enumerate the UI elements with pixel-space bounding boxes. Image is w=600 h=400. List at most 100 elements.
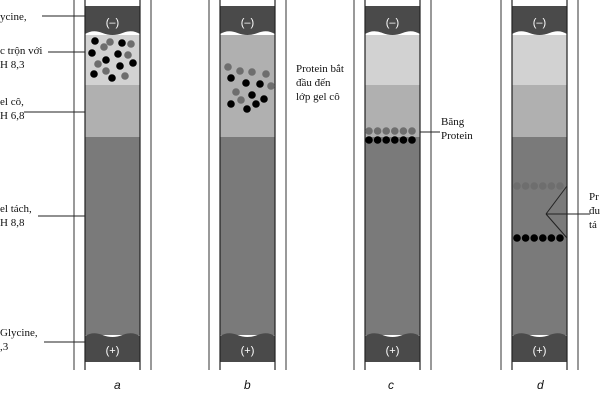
protein-band-dot xyxy=(539,182,547,190)
protein-dot xyxy=(88,49,96,57)
label-separating-gel: el tách, H 8,8 xyxy=(0,202,32,230)
protein-band-dot xyxy=(556,182,564,190)
protein-band-dot xyxy=(521,234,530,242)
gel-layer xyxy=(85,137,140,335)
label-line: H 8,8 xyxy=(0,217,25,229)
protein-dot xyxy=(243,105,251,113)
gel-tube-b: (–) (+) xyxy=(208,0,287,370)
annotation-line: Protein xyxy=(441,130,473,142)
leader-line xyxy=(545,185,568,215)
buffer-bottom xyxy=(85,333,140,362)
panel-letter-a: a xyxy=(114,378,121,392)
protein-band-dot xyxy=(391,127,399,135)
protein-dot xyxy=(129,59,137,67)
label-line: H 6,8 xyxy=(0,110,25,122)
electrode-positive: (+) xyxy=(533,345,547,357)
gel-tubes: (–) (+) (–) (+) (–) (+) (–) (+) xyxy=(73,0,579,370)
protein-dot xyxy=(248,68,256,76)
buffer-top xyxy=(365,6,420,35)
protein-band-dot xyxy=(391,136,399,144)
protein-band-dot xyxy=(408,136,416,144)
label-stacking-gel: el cô, H 6,8 xyxy=(0,95,24,123)
protein-dot xyxy=(121,72,129,80)
annotation-line: Protein bắt xyxy=(296,63,344,75)
panel-letter-b: b xyxy=(244,378,251,392)
electrode-negative: (–) xyxy=(386,17,399,29)
protein-dot xyxy=(124,51,132,59)
label-sample-mix: c trộn với H 8,3 xyxy=(0,44,42,72)
protein-dot xyxy=(227,100,235,108)
protein-band-dot xyxy=(408,127,416,135)
protein-band-dot xyxy=(513,182,521,190)
protein-band-dot xyxy=(530,234,538,242)
protein-dot xyxy=(118,39,126,47)
gel-tube-a: (–) (+) xyxy=(73,0,152,370)
buffer-bottom xyxy=(365,333,420,362)
label-line: Glycine, xyxy=(0,327,38,339)
protein-dot xyxy=(106,38,114,46)
protein-band-dot xyxy=(365,127,373,135)
label-glycine-buffer-top: ycine, xyxy=(0,10,27,24)
protein-band-dot xyxy=(373,127,382,135)
protein-band-dot xyxy=(365,136,373,144)
label-line: ,3 xyxy=(0,341,9,353)
protein-band-dot xyxy=(399,136,408,144)
gel-layer xyxy=(365,137,420,335)
gel-layer xyxy=(85,85,140,137)
label-line: c trộn với xyxy=(0,45,43,57)
protein-band-dot xyxy=(530,182,538,190)
annotation-line: đầu đến xyxy=(296,77,331,89)
label-line: H 8,3 xyxy=(0,59,25,71)
electrode-positive: (+) xyxy=(241,345,255,357)
protein-band-dot xyxy=(373,136,382,144)
electrode-positive: (+) xyxy=(106,345,120,357)
protein-dot xyxy=(102,56,110,64)
annotation-line: lớp gel cô xyxy=(296,91,340,103)
annotation-b: Protein bắt đầu đến lớp gel cô xyxy=(296,62,344,104)
protein-band-dot xyxy=(399,127,408,135)
protein-dot xyxy=(262,70,270,78)
protein-band-dot xyxy=(513,234,521,242)
gel-layer xyxy=(365,35,420,85)
panel-letter-c: c xyxy=(388,378,394,392)
buffer-top xyxy=(220,6,275,35)
protein-dot xyxy=(100,43,108,51)
protein-dot xyxy=(232,88,240,96)
gel-layer xyxy=(512,85,567,137)
protein-dot xyxy=(256,80,264,88)
electrode-negative: (–) xyxy=(241,17,254,29)
annotation-line: Pr xyxy=(589,191,599,203)
protein-dot xyxy=(114,50,122,58)
annotation-c: Băng Protein xyxy=(441,115,473,143)
gel-layer xyxy=(512,35,567,85)
protein-dot xyxy=(116,62,124,70)
protein-dot xyxy=(127,40,135,48)
electrode-negative: (–) xyxy=(106,17,119,29)
gel-tube-c: (–) (+) xyxy=(353,0,432,370)
buffer-top xyxy=(512,6,567,35)
label-glycine-buffer-bottom: Glycine, ,3 xyxy=(0,326,38,354)
annotation-line: Băng xyxy=(441,116,465,128)
annotation-line: tá xyxy=(589,219,597,231)
protein-dot xyxy=(90,70,98,78)
protein-dot xyxy=(227,74,235,82)
protein-dot xyxy=(108,74,116,82)
annotation-line: đu xyxy=(589,205,600,217)
protein-dot xyxy=(91,37,99,45)
label-line: ycine, xyxy=(0,11,27,23)
protein-dot xyxy=(224,63,232,71)
protein-band-dot xyxy=(382,127,391,135)
protein-band-dot xyxy=(382,136,391,144)
protein-band-dot xyxy=(556,234,564,242)
label-line: el tách, xyxy=(0,203,32,215)
protein-dot xyxy=(248,91,256,99)
annotation-d: Pr đu tá xyxy=(589,190,600,232)
protein-dot xyxy=(237,96,245,104)
protein-dot xyxy=(267,82,275,90)
label-leader-lines xyxy=(24,15,590,343)
protein-band-dot xyxy=(547,182,556,190)
protein-band-dot xyxy=(539,234,547,242)
electrode-negative: (–) xyxy=(533,17,546,29)
gel-layer xyxy=(220,137,275,335)
